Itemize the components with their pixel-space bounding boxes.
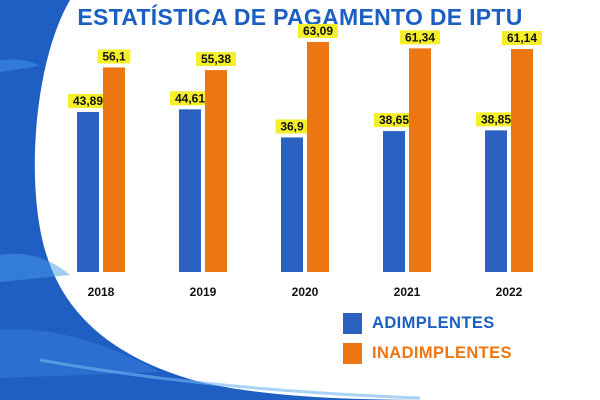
data-label-inadimplentes-2018: 56,1 — [102, 49, 126, 63]
x-tick-label-2019: 2019 — [190, 285, 217, 299]
data-label-bg-inadimplentes-2018 — [97, 49, 131, 64]
bar-adimplentes-2018 — [77, 111, 99, 272]
bar-inadimplentes-2020 — [307, 41, 329, 272]
data-label-adimplentes-2019: 44,61 — [175, 91, 205, 105]
bar-adimplentes-2020 — [281, 137, 303, 272]
x-tick-label-2020: 2020 — [292, 285, 319, 299]
bar-inadimplentes-2021 — [409, 48, 431, 272]
data-label-adimplentes-2018: 43,89 — [73, 94, 103, 108]
data-label-adimplentes-2022: 38,85 — [481, 112, 511, 126]
bar-inadimplentes-2018 — [103, 67, 125, 272]
data-label-inadimplentes-2019: 55,38 — [201, 52, 231, 66]
bar-adimplentes-2019 — [179, 109, 201, 272]
data-label-inadimplentes-2022: 61,14 — [507, 31, 537, 45]
data-label-bg-adimplentes-2021 — [374, 113, 414, 128]
legend-label-inadimplentes: INADIMPLENTES — [372, 343, 512, 362]
legend-item-adimplentes: ADIMPLENTES — [343, 312, 512, 334]
bar-adimplentes-2022 — [485, 130, 507, 272]
bar-inadimplentes-2022 — [511, 49, 533, 272]
data-label-adimplentes-2021: 38,65 — [379, 113, 409, 127]
data-label-bg-adimplentes-2019 — [170, 91, 210, 106]
legend-label-adimplentes: ADIMPLENTES — [372, 313, 495, 332]
bar-adimplentes-2021 — [383, 131, 405, 272]
data-label-inadimplentes-2020: 63,09 — [303, 24, 333, 38]
data-label-bg-adimplentes-2020 — [275, 119, 309, 134]
data-label-bg-adimplentes-2018 — [68, 93, 108, 108]
data-label-bg-inadimplentes-2021 — [400, 30, 440, 45]
x-tick-label-2022: 2022 — [496, 285, 523, 299]
data-label-inadimplentes-2021: 61,34 — [405, 30, 435, 44]
bar-inadimplentes-2019 — [205, 70, 227, 273]
legend-swatch-adimplentes — [343, 312, 362, 334]
legend: ADIMPLENTES INADIMPLENTES — [343, 312, 512, 372]
data-label-bg-adimplentes-2022 — [476, 112, 516, 127]
data-label-bg-inadimplentes-2020 — [298, 23, 338, 38]
data-label-bg-inadimplentes-2019 — [196, 52, 236, 67]
data-label-adimplentes-2020: 36,9 — [280, 119, 304, 133]
x-tick-label-2021: 2021 — [394, 285, 421, 299]
x-tick-label-2018: 2018 — [88, 285, 115, 299]
legend-swatch-inadimplentes — [343, 342, 362, 364]
legend-item-inadimplentes: INADIMPLENTES — [343, 342, 512, 364]
data-label-bg-inadimplentes-2022 — [502, 31, 542, 46]
